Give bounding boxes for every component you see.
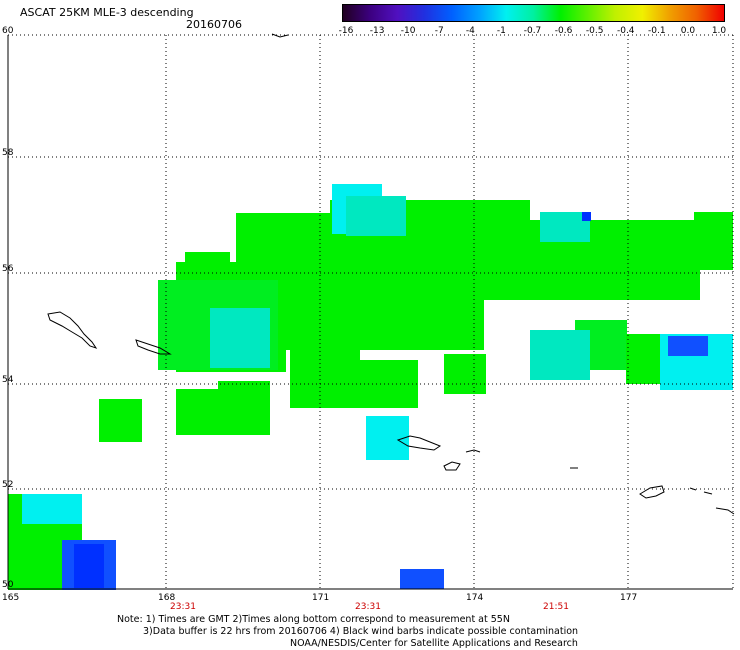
- colorbar: [342, 4, 725, 22]
- wind-patch: [346, 196, 406, 236]
- note-line-2: 3)Data buffer is 22 hrs from 20160706 4)…: [143, 626, 579, 637]
- note-line-1: Note: 1) Times are GMT 2)Times along bot…: [117, 614, 510, 625]
- colorbar-label: -7: [434, 26, 444, 36]
- colorbar-label: -0.6: [554, 26, 573, 36]
- coast-small-island: [271, 33, 289, 38]
- lat-label: 58: [2, 148, 14, 158]
- lon-label: 174: [466, 593, 483, 603]
- colorbar-label: -0.5: [585, 26, 604, 36]
- wind-patch: [444, 354, 486, 394]
- lat-label: 60: [2, 26, 14, 36]
- grid-lines: [7, 34, 734, 590]
- lat-label: 56: [2, 264, 14, 274]
- lon-label: 168: [158, 593, 175, 603]
- lat-label: 54: [2, 375, 14, 385]
- coast-islet-a: [465, 449, 481, 453]
- colorbar-label: 0.0: [680, 26, 696, 36]
- colorbar-label: -0.4: [616, 26, 635, 36]
- lat-label: 50: [2, 580, 14, 590]
- lat-label: 52: [2, 480, 13, 490]
- wind-patch: [668, 336, 708, 356]
- wind-patch: [400, 569, 444, 589]
- wind-patch: [176, 389, 226, 435]
- note-line-3: NOAA/NESDIS/Center for Satellite Applica…: [290, 638, 578, 649]
- coastlines: [47, 33, 735, 515]
- wind-patch: [530, 330, 590, 380]
- colorbar-label: -4: [465, 26, 475, 36]
- time-label: 21:51: [543, 602, 569, 612]
- colorbar-label: -0.1: [648, 26, 666, 36]
- coast-island-south: [443, 461, 461, 471]
- lon-label: 177: [620, 593, 637, 603]
- colorbar-label: -13: [369, 26, 385, 36]
- lon-label: 171: [312, 593, 329, 603]
- wind-patch: [185, 252, 230, 272]
- colorbar-label: 1.0: [711, 26, 727, 36]
- wind-patch: [99, 399, 142, 442]
- coast-island-center: [396, 435, 442, 451]
- wind-patch: [694, 212, 733, 270]
- lon-label: 165: [2, 593, 19, 603]
- coast-island-southwest: [135, 339, 172, 355]
- map-title: ASCAT 25KM MLE-3 descending: [20, 6, 194, 19]
- wind-patches: [8, 184, 733, 590]
- wind-patch: [218, 381, 270, 435]
- wind-patch: [290, 350, 360, 408]
- colorbar-label: -16: [338, 26, 354, 36]
- colorbar-label: -10: [400, 26, 416, 36]
- coast-islands-east: [639, 485, 665, 499]
- map-date: 20160706: [186, 18, 242, 31]
- wind-patch: [74, 544, 104, 588]
- wind-patch: [582, 212, 591, 221]
- coast-islet-e: [715, 507, 735, 515]
- coast-islet-c: [689, 487, 697, 491]
- colorbar-label: -0.7: [523, 26, 542, 36]
- coast-island-west: [47, 311, 98, 349]
- wind-patch: [626, 334, 666, 384]
- wind-patch: [366, 416, 409, 460]
- coast-islet-d: [703, 491, 713, 495]
- wind-patch: [22, 494, 82, 524]
- time-label: 23:31: [355, 602, 381, 612]
- wind-patch: [210, 308, 270, 368]
- time-label: 23:31: [170, 602, 196, 612]
- colorbar-label: -1: [496, 26, 506, 36]
- axis-labels: 60 58 56 54 52 50 165 168 171 174 177 23:31 23:31 21:…: [2, 26, 637, 612]
- wind-patch: [540, 212, 590, 242]
